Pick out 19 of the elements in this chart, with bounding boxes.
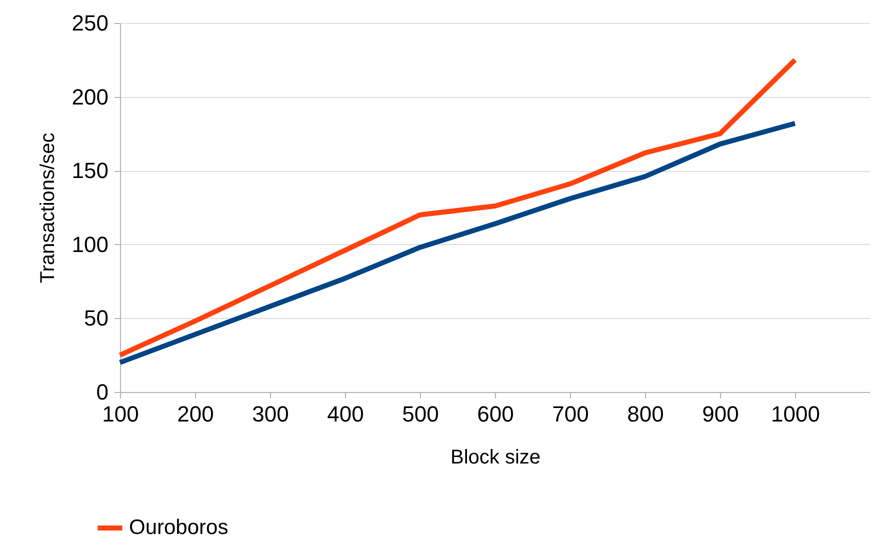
x-tick-label: 600 [477, 402, 514, 426]
x-tick-label: 1000 [771, 402, 820, 426]
y-axis-title: Transactions/sec [36, 132, 59, 284]
x-tick-label: 100 [102, 402, 139, 426]
x-tick-label: 800 [627, 402, 664, 426]
x-tick-label: 700 [552, 402, 589, 426]
y-tick-label: 250 [72, 10, 108, 36]
x-tick-label: 200 [177, 402, 214, 426]
y-tick-label: 150 [72, 158, 108, 184]
x-tick-label: 500 [402, 402, 439, 426]
x-tick-label: 400 [327, 402, 364, 426]
x-axis-title: Block size [450, 446, 541, 468]
y-tick-label: 100 [72, 232, 108, 257]
x-tick-label: 300 [252, 402, 289, 426]
y-tick-label: 0 [96, 380, 108, 404]
legend-label: Ouroboros [129, 516, 228, 537]
x-tick-label: 900 [702, 402, 739, 426]
y-tick-label: 50 [84, 306, 108, 331]
y-tick-label: 200 [72, 84, 108, 110]
